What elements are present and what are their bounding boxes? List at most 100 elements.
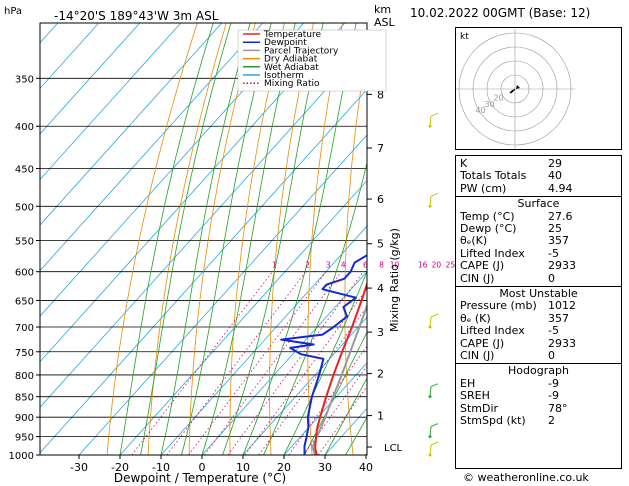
- mixing-ratio-line: [131, 271, 273, 455]
- most-unstable-2-value: -5: [548, 324, 559, 338]
- legend-item-label: Dry Adiabat: [264, 55, 318, 65]
- mixing-ratio-label: 16: [418, 261, 428, 270]
- isotherm-line: [40, 23, 264, 272]
- surface-5-value: 0: [548, 271, 555, 285]
- wind-barb-flag: [430, 383, 439, 388]
- most-unstable-2-label: Lifted Index: [460, 324, 525, 338]
- mixing-ratio-line: [318, 385, 367, 455]
- mixing-ratio-label: 20: [432, 261, 442, 270]
- surface-1-row: Dewp (°C) 25: [460, 223, 617, 235]
- surface-5-label: CIN (J): [460, 271, 495, 285]
- isotherm-line: [40, 23, 182, 181]
- isotherm-line: [160, 225, 367, 455]
- mixing-ratio-line: [258, 305, 367, 455]
- surface-0-value: 27.6: [548, 209, 573, 223]
- hodograph-table-title: Hodograph: [508, 364, 569, 378]
- hodograph-3-row: StmSpd (kt) 2: [460, 415, 617, 427]
- mixing-ratio-label: 8: [379, 261, 384, 270]
- pressure-tick-label: 500: [15, 202, 34, 213]
- wet-adiabat: [181, 23, 272, 455]
- wind-barb-flag: [430, 313, 439, 318]
- most-unstable-1-value: 357: [548, 311, 569, 325]
- altitude-tick-label: 6: [377, 193, 384, 206]
- temperature-tick-label: -10: [152, 461, 170, 474]
- hodograph-ring-label: 20: [494, 94, 504, 103]
- hpa-label: hPa: [4, 6, 22, 17]
- pressure-tick-label: 750: [15, 348, 34, 359]
- legend-item-label: Isotherm: [264, 71, 304, 81]
- temperature-tick-label: 0: [199, 461, 206, 474]
- surface-3-value: -5: [548, 246, 559, 260]
- hodograph-0-label: EH: [460, 376, 476, 390]
- mixing-ratio-label: 3: [326, 261, 331, 270]
- most-unstable-3-value: 2933: [548, 336, 576, 350]
- surface-3-row: Lifted Index -5: [460, 246, 617, 260]
- pressure-tick-label: 900: [15, 413, 34, 424]
- legend-item-label: Parcel Trajectory: [264, 46, 339, 56]
- temperature-tick-label: 40: [359, 461, 373, 474]
- mixing-ratio-label: 6: [363, 261, 368, 270]
- altitude-tick-label: 8: [377, 88, 384, 101]
- wind-barb: [428, 383, 439, 399]
- surface-2-value: 357: [548, 234, 569, 248]
- wind-barb-staff: [429, 444, 432, 456]
- altitude-tick-label: 4: [377, 282, 384, 295]
- hodograph-1-row: SREH -9: [460, 390, 617, 402]
- table-divider: [456, 286, 621, 287]
- surface-4-value: 2933: [548, 259, 576, 273]
- pressure-tick-label: 550: [15, 236, 34, 247]
- pressure-tick-label: 850: [15, 393, 34, 404]
- indices-panel: K 29 Totals Totals 40 PW (cm) 4.94 Surface Temp…: [455, 155, 622, 469]
- wet-adiabat: [324, 377, 367, 455]
- hodograph-2-label: StmDir: [460, 401, 499, 415]
- dry-adiabat: [106, 23, 198, 455]
- hodograph-1-label: SREH: [460, 389, 490, 403]
- hodograph-trace: [509, 88, 516, 94]
- altitude-tick-label: 3: [377, 326, 384, 339]
- wind-barb-flag: [430, 112, 439, 117]
- pressure-tick-label: 400: [15, 122, 34, 133]
- most-unstable-3-row: CAPE (J) 2933: [460, 336, 617, 350]
- hodograph-3-value: 2: [548, 414, 555, 427]
- altitude-tick-label: 5: [377, 238, 384, 251]
- wind-barbs: [428, 112, 439, 457]
- surface-5-row: CIN (J) 0: [460, 271, 617, 285]
- wet-adiabat: [201, 23, 296, 455]
- temperature-tick-label: 30: [318, 461, 332, 474]
- isotherm-line: [40, 23, 346, 363]
- copyright: © weatheronline.co.uk: [463, 471, 589, 484]
- hodograph-3-label: StmSpd (kt): [460, 414, 526, 427]
- wet-adiabat: [263, 160, 367, 455]
- most-unstable-4-value: 0: [548, 349, 555, 362]
- surface-3-label: Lifted Index: [460, 246, 525, 260]
- table-divider: [456, 196, 621, 198]
- most-unstable-1-label: θₑ (K): [460, 311, 491, 325]
- wet-adiabat: [222, 23, 324, 455]
- wind-barb-dot: [428, 435, 432, 439]
- hodograph-ring-label: 40: [476, 106, 486, 115]
- mixing-ratio-axis-label: Mixing Ratio (g/kg): [388, 228, 401, 332]
- wind-barb-staff: [429, 386, 432, 397]
- wind-barb-staff: [429, 316, 432, 328]
- hodograph-unit: kt: [460, 32, 469, 42]
- mixing-ratio-label: 25: [446, 261, 456, 270]
- most-unstable-0-row: Pressure (mb) 1012: [460, 300, 617, 312]
- altitude-tick-label: 2: [377, 368, 384, 381]
- dry-adiabat: [415, 23, 435, 455]
- wet-adiabat: [242, 23, 357, 455]
- wind-barb: [428, 112, 439, 128]
- mixing-ratio-label: 4: [341, 261, 346, 270]
- hodograph-ring-label: 30: [485, 100, 495, 109]
- wind-barb: [428, 313, 439, 329]
- mixing-ratio-line: [244, 288, 367, 455]
- hodograph-0-row: EH -9: [460, 376, 617, 390]
- hodograph-1-value: -9: [548, 389, 559, 403]
- asl-label: ASL: [374, 16, 396, 29]
- datetime-title: 10.02.2022 00GMT (Base: 12): [410, 6, 591, 20]
- isotherm-line: [407, 23, 460, 455]
- most-unstable-3-label: CAPE (J): [460, 336, 505, 350]
- surface-4-label: CAPE (J): [460, 259, 505, 273]
- x-axis-label: Dewpoint / Temperature (°C): [114, 471, 286, 485]
- most-unstable-title: Most Unstable: [499, 287, 578, 300]
